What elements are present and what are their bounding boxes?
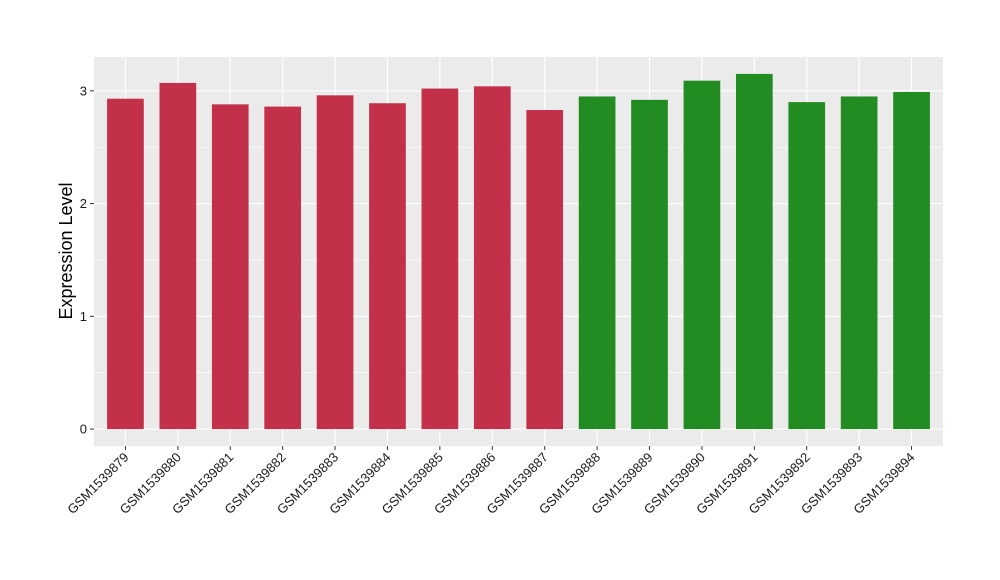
bar-GSM1539885	[421, 88, 459, 430]
x-axis: GSM1539879GSM1539880GSM1539881GSM1539882…	[64, 446, 918, 517]
bar-GSM1539883	[316, 95, 354, 430]
bar-GSM1539881	[211, 104, 249, 430]
bar-GSM1539887	[526, 109, 564, 430]
y-tick-label: 3	[80, 83, 87, 98]
y-tick-label: 2	[80, 196, 87, 211]
bar-GSM1539894	[893, 91, 930, 430]
bar-GSM1539882	[264, 106, 302, 430]
y-tick-label: 0	[80, 422, 87, 437]
bar-GSM1539890	[683, 80, 721, 430]
bar-GSM1539892	[788, 102, 826, 430]
y-axis-title: Expression Level	[56, 182, 76, 319]
bar-GSM1539891	[735, 73, 773, 430]
bar-GSM1539888	[578, 96, 616, 430]
y-tick-label: 1	[80, 309, 87, 324]
y-axis: 0 1 2 3	[80, 83, 94, 437]
bar-GSM1539886	[473, 86, 511, 430]
bars	[107, 73, 930, 430]
bar-GSM1539879	[107, 98, 144, 430]
bar-GSM1539893	[840, 96, 878, 430]
bar-GSM1539884	[369, 103, 406, 430]
bar-GSM1539889	[631, 99, 668, 430]
bar-GSM1539880	[159, 82, 197, 430]
